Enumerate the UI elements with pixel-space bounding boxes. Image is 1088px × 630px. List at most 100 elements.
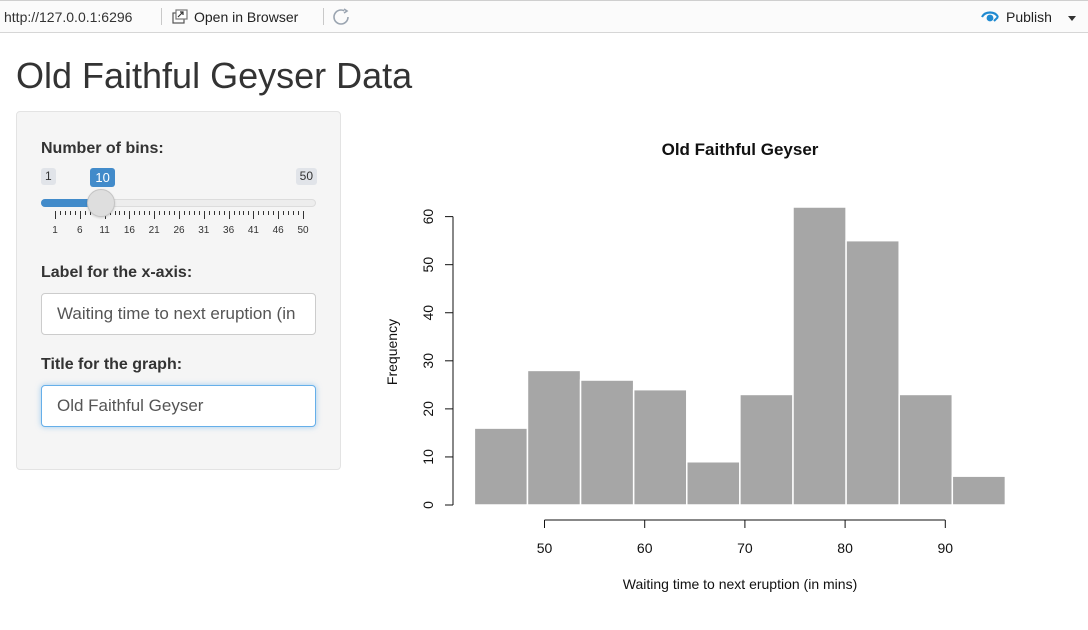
slider-tick [183,211,185,215]
slider-tick [154,211,156,219]
viewer-url: http://127.0.0.1:6296 [4,9,133,25]
slider-tick [213,211,215,215]
y-axis-tick-label: 10 [420,449,436,465]
slider-tick [243,211,245,215]
slider-tick [263,211,265,215]
publish-button[interactable]: Publish [980,7,1052,27]
slider-tick [169,211,171,215]
slider-tick-label: 6 [77,225,83,236]
x-axis-tick-label: 70 [737,540,753,556]
x-axis-tick-label: 90 [938,540,954,556]
histogram-bar [686,460,741,506]
slider-tick [248,211,250,215]
histogram-bar [792,206,847,506]
slider-tick [79,211,81,219]
bins-label: Number of bins: [41,140,164,157]
y-axis-tick-label: 0 [420,501,436,509]
slider-tick [228,211,230,219]
slider-tick [69,211,71,215]
slider-tick-label: 36 [223,225,235,236]
bins-slider[interactable]: 1 10 50 1 6 11 16 21 26 31 36 41 46 50 [41,166,317,246]
x-axis-tick-label: 80 [837,540,853,556]
chart-x-axis: 50 60 70 80 90 [537,519,954,556]
slider-tick [124,211,126,215]
graph-title-label: Title for the graph: [41,356,183,373]
slider-tick [64,211,66,215]
slider-tick [303,211,304,219]
slider-tick-label: 46 [272,225,284,236]
slider-tick [159,211,161,215]
histogram-bars [473,206,1007,506]
slider-tick [223,211,225,215]
histogram-bar [739,393,794,506]
slider-tick-label: 50 [297,225,309,236]
slider-tick [208,211,210,215]
slider-tick [55,211,56,219]
chart-title: Old Faithful Geyser [662,140,819,159]
slider-tick [268,211,270,215]
x-axis-tick-label: 50 [537,540,553,556]
slider-tick [134,211,136,215]
publish-menu-chevron-down-icon[interactable] [1068,16,1076,21]
slider-tick-label: 41 [247,225,259,236]
slider-tick [139,211,141,215]
slider-tick [258,211,260,215]
slider-tick [74,211,76,215]
viewer-toolbar: http://127.0.0.1:6296 Open in Browser Pu… [0,0,1088,33]
slider-tick [283,211,285,215]
graph-title-input[interactable] [41,385,316,427]
slider-tick [119,211,121,215]
slider-tick [59,211,61,215]
slider-max-label: 50 [295,168,317,185]
slider-tick [193,211,195,215]
y-axis-tick-label: 40 [420,305,436,321]
x-axis-tick-label: 60 [637,540,653,556]
chart-x-axis-label: Waiting time to next eruption (in mins) [623,576,857,592]
slider-value-label: 10 [90,168,115,187]
slider-tick [129,211,131,219]
refresh-icon[interactable] [331,7,351,27]
y-axis-tick-label: 50 [420,257,436,273]
sidebar-panel: Number of bins: 1 10 50 1 6 11 16 21 26 31 36 41… [16,111,341,470]
histogram-bar [579,379,635,506]
slider-tick [203,211,205,219]
slider-tick [114,211,116,215]
slider-tick [218,211,220,215]
xaxis-label-input[interactable] [41,293,316,335]
slider-tick [188,211,190,215]
toolbar-divider [323,8,324,25]
slider-tick-label: 31 [198,225,210,236]
toolbar-divider [161,8,162,25]
slider-tick [273,211,275,215]
page-title: Old Faithful Geyser Data [16,55,413,96]
slider-tick-label: 21 [148,225,160,236]
y-axis-tick-label: 20 [420,401,436,417]
slider-handle[interactable] [87,189,116,217]
y-axis-tick-label: 60 [420,209,436,225]
histogram-bar [845,239,900,506]
slider-tick [149,211,151,215]
publish-icon [981,11,999,22]
histogram-bar [951,475,1007,506]
slider-tick-label: 26 [173,225,185,236]
open-window-icon [172,9,188,24]
slider-tick [179,211,180,219]
chart-y-axis-label: Frequency [384,319,400,385]
histogram-chart: Old Faithful Geyser Waiting time to next… [384,140,1007,592]
slider-tick-label: 11 [99,225,110,236]
y-axis-tick-label: 30 [420,353,436,369]
chart-y-axis: 0 10 20 30 40 50 60 [420,209,454,509]
histogram-bar [473,427,529,506]
slider-min-label: 1 [41,168,56,185]
slider-tick [298,211,300,215]
slider-tick [174,211,176,215]
open-in-browser-button[interactable]: Open in Browser [172,7,298,27]
publish-label: Publish [1006,9,1052,25]
histogram-bar [526,369,582,506]
slider-tick [164,211,166,215]
xaxis-label-label: Label for the x-axis: [41,264,193,281]
histogram-bar [632,388,688,506]
slider-tick [198,211,200,215]
slider-tick [84,211,86,215]
slider-fill [41,199,102,207]
